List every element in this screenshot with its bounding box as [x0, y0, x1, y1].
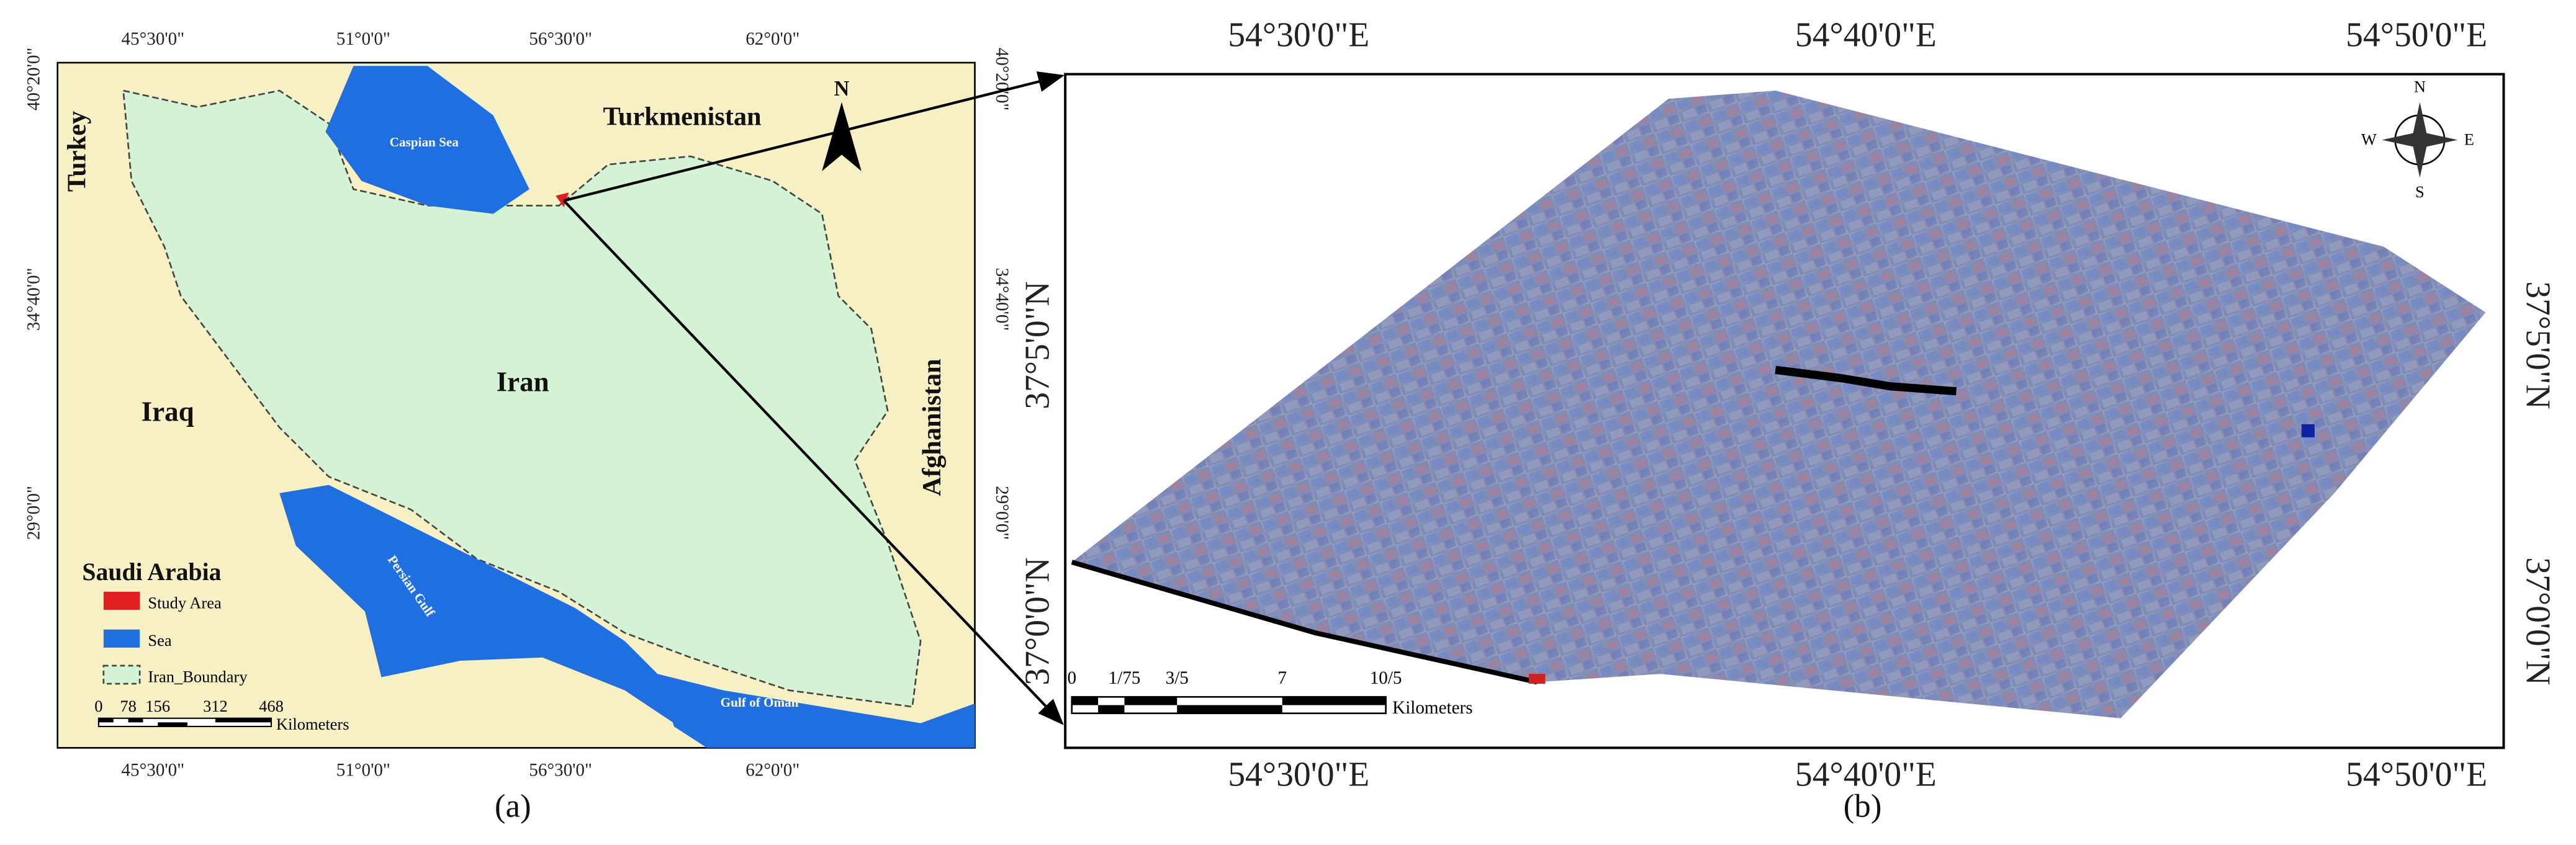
right-tick-label: 29°0'0" [992, 486, 1012, 540]
place-label: Turkmenistan [603, 102, 762, 132]
scale-label: 78 [120, 697, 136, 715]
north-label: N [834, 77, 850, 101]
left-tick-label: 34°40'0" [24, 268, 44, 331]
bottom-tick-label: 51°0'0" [336, 760, 390, 780]
left-tick-label: 40°20'0" [24, 48, 44, 111]
study-feature [1528, 674, 1546, 684]
legend-swatch [103, 629, 140, 648]
scale-segment [128, 718, 143, 723]
north-arrow [822, 102, 862, 171]
river-feature [1775, 365, 1957, 396]
compass-label: N [2414, 78, 2426, 96]
legend-label: Study Area [148, 593, 222, 612]
top-tick-label: 54°30'0"E [1228, 16, 1369, 55]
persian-gulf [279, 485, 674, 723]
right-tick-label: 40°20'0" [992, 48, 1012, 111]
bottom-tick-label: 56°30'0" [529, 760, 592, 780]
satellite-image [1071, 91, 2486, 718]
right-tick-label: 34°40'0" [992, 268, 1012, 331]
legend-label: Iran_Boundary [148, 667, 248, 686]
top-tick-label: 54°50'0"E [2346, 16, 2487, 55]
scale-segment [1124, 697, 1178, 705]
scale-label: 156 [145, 697, 170, 715]
place-label: Iraq [142, 396, 194, 427]
top-tick-label: 56°30'0" [529, 29, 592, 49]
water-feature [2301, 424, 2315, 437]
iran-boundary [122, 89, 922, 708]
scale-label: 1/75 [1109, 668, 1141, 688]
compass-star [2382, 102, 2458, 178]
caspian-sea [325, 66, 529, 214]
scale-label: 0 [94, 697, 102, 715]
panel-b: N S E W 0 1/75 3/5 7 10/5 Kilometers 54°… [1019, 16, 2557, 825]
compass-label: S [2415, 182, 2425, 201]
place-label: Gulf of Oman [721, 695, 799, 710]
legend-swatch [102, 664, 141, 685]
pointer-arrow [563, 71, 1065, 202]
bottom-tick-label: 54°50'0"E [2346, 755, 2487, 794]
compass-label: W [2361, 130, 2377, 148]
scale-unit: Kilometers [1392, 698, 1472, 718]
caption: (b) [1844, 789, 1882, 825]
place-label: Turkey [63, 111, 92, 192]
top-tick-label: 45°30'0" [121, 29, 184, 49]
bottom-tick-label: 45°30'0" [121, 760, 184, 780]
caption: (a) [495, 789, 531, 825]
panel-a: Turkey Turkmenistan Caspian Sea Iran Ira… [24, 29, 1012, 825]
top-tick-label: 51°0'0" [336, 29, 390, 49]
scale-segment [158, 722, 187, 727]
compass: N S E W [2361, 78, 2474, 201]
scale-segment [1071, 697, 1099, 705]
scale-label: 312 [203, 697, 228, 715]
bottom-tick-label: 54°40'0"E [1795, 755, 1937, 794]
left-tick-label: 37°5'0"N [1019, 281, 1057, 409]
scale-segment [215, 718, 271, 723]
scale-segment [1098, 705, 1125, 713]
gulf-of-oman [657, 674, 975, 748]
scale-bar: 0 78 156 312 468 Kilometers [94, 697, 349, 733]
compass-label: E [2464, 130, 2474, 148]
left-tick-label: 29°0'0" [24, 486, 44, 540]
scale-label: 3/5 [1166, 668, 1189, 688]
bottom-tick-label: 62°0'0" [745, 760, 799, 780]
bottom-tick-label: 54°30'0"E [1228, 755, 1369, 794]
legend: Saudi Arabia Study Area Sea Iran_Boundar… [82, 558, 248, 686]
scale-label: 468 [259, 697, 284, 715]
legend-title: Saudi Arabia [82, 558, 221, 586]
right-tick-label: 37°5'0"N [2519, 281, 2557, 409]
image-edge [1071, 560, 1538, 685]
scale-label: 7 [1277, 668, 1287, 688]
scale-segment [1282, 697, 1386, 705]
legend-label: Sea [148, 631, 171, 650]
place-label: Afghanistan [917, 359, 947, 496]
right-tick-label: 37°0'0"N [2519, 557, 2557, 685]
scale-segment [98, 718, 114, 723]
pointer-arrow [562, 200, 1064, 725]
top-tick-label: 62°0'0" [745, 29, 799, 49]
scale-label: 10/5 [1370, 668, 1402, 688]
scale-segment [1177, 705, 1282, 713]
top-tick-label: 54°40'0"E [1795, 16, 1937, 55]
place-label: Caspian Sea [390, 135, 459, 150]
scale-unit: Kilometers [276, 715, 349, 733]
scale-bar: 0 1/75 3/5 7 10/5 Kilometers [1067, 668, 1472, 718]
scale-label: 0 [1067, 668, 1076, 688]
place-label: Iran [497, 367, 549, 398]
left-tick-label: 37°0'0"N [1019, 557, 1057, 685]
study-area [556, 192, 569, 208]
legend-swatch [103, 591, 140, 610]
